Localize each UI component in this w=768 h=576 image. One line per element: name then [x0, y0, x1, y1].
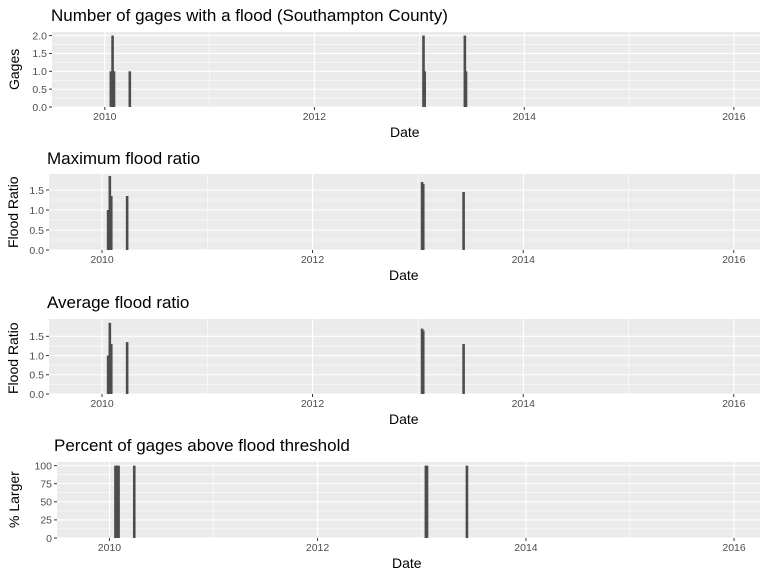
bar	[108, 176, 112, 250]
bar	[425, 465, 429, 538]
bar	[125, 342, 129, 394]
bar	[111, 35, 114, 108]
x-axis-label: Date	[392, 555, 422, 571]
bar	[115, 465, 119, 538]
x-tick-label: 2010	[90, 254, 114, 266]
bar	[112, 71, 116, 107]
bar	[132, 465, 136, 538]
y-tick-label: 1.0	[29, 205, 44, 217]
panel-background	[49, 174, 760, 250]
x-tick-label: 2016	[722, 542, 746, 554]
bar	[106, 355, 110, 394]
x-tick-label: 2010	[98, 542, 122, 554]
bar	[462, 344, 465, 394]
bar	[464, 71, 468, 107]
x-tick-label: 2016	[722, 111, 746, 123]
bar	[128, 71, 132, 107]
y-tick-label: 100	[34, 460, 52, 472]
y-tick-label: 0.0	[32, 102, 47, 114]
x-tick-label: 2012	[303, 111, 327, 123]
x-tick-label: 2014	[514, 542, 538, 554]
bar	[125, 196, 129, 250]
y-tick-label: 0.0	[29, 245, 44, 257]
x-tick-label: 2014	[513, 111, 537, 123]
x-tick-label: 2014	[512, 398, 536, 410]
bar	[421, 330, 425, 394]
bar	[108, 322, 112, 394]
panel-background	[57, 462, 760, 538]
y-tick-label: 0.5	[32, 84, 47, 96]
chart-title: Maximum flood ratio	[47, 149, 201, 168]
y-tick-label: 25	[40, 515, 52, 527]
y-tick-label: 50	[40, 497, 52, 509]
y-tick-label: 0	[46, 533, 52, 545]
y-tick-label: 1.0	[32, 66, 47, 78]
bar	[423, 71, 426, 107]
x-axis-label: Date	[390, 124, 420, 140]
x-tick-label: 2016	[722, 398, 746, 410]
panel-background	[52, 32, 760, 107]
bar	[421, 184, 425, 250]
bar	[462, 192, 465, 250]
x-tick-label: 2016	[722, 254, 746, 266]
panel-background	[49, 319, 760, 394]
y-tick-label: 1.5	[29, 185, 44, 197]
y-tick-label: 0.5	[29, 225, 44, 237]
x-tick-label: 2010	[93, 111, 117, 123]
y-tick-label: 0.5	[29, 370, 44, 382]
x-axis-label: Date	[389, 267, 419, 283]
bar	[106, 210, 110, 250]
x-tick-label: 2014	[512, 254, 536, 266]
bar	[114, 465, 117, 538]
x-axis-label: Date	[389, 411, 419, 427]
y-tick-label: 75	[40, 479, 52, 491]
x-tick-label: 2012	[301, 254, 325, 266]
y-tick-label: 1.5	[32, 48, 47, 60]
x-tick-label: 2012	[301, 398, 325, 410]
chart-title: Percent of gages above flood threshold	[54, 436, 350, 455]
x-tick-label: 2012	[306, 542, 330, 554]
bar	[109, 196, 113, 250]
x-tick-label: 2010	[90, 398, 114, 410]
bar	[117, 465, 120, 538]
y-tick-label: 1.0	[29, 350, 44, 362]
bar	[109, 344, 113, 394]
chart-title: Average flood ratio	[47, 293, 190, 312]
bar	[465, 465, 469, 538]
y-tick-label: 2.0	[32, 30, 47, 42]
y-tick-label: 0.0	[29, 389, 44, 401]
chart-title: Number of gages with a flood (Southampto…	[51, 6, 448, 25]
y-tick-label: 1.5	[29, 331, 44, 343]
bar	[109, 71, 113, 107]
